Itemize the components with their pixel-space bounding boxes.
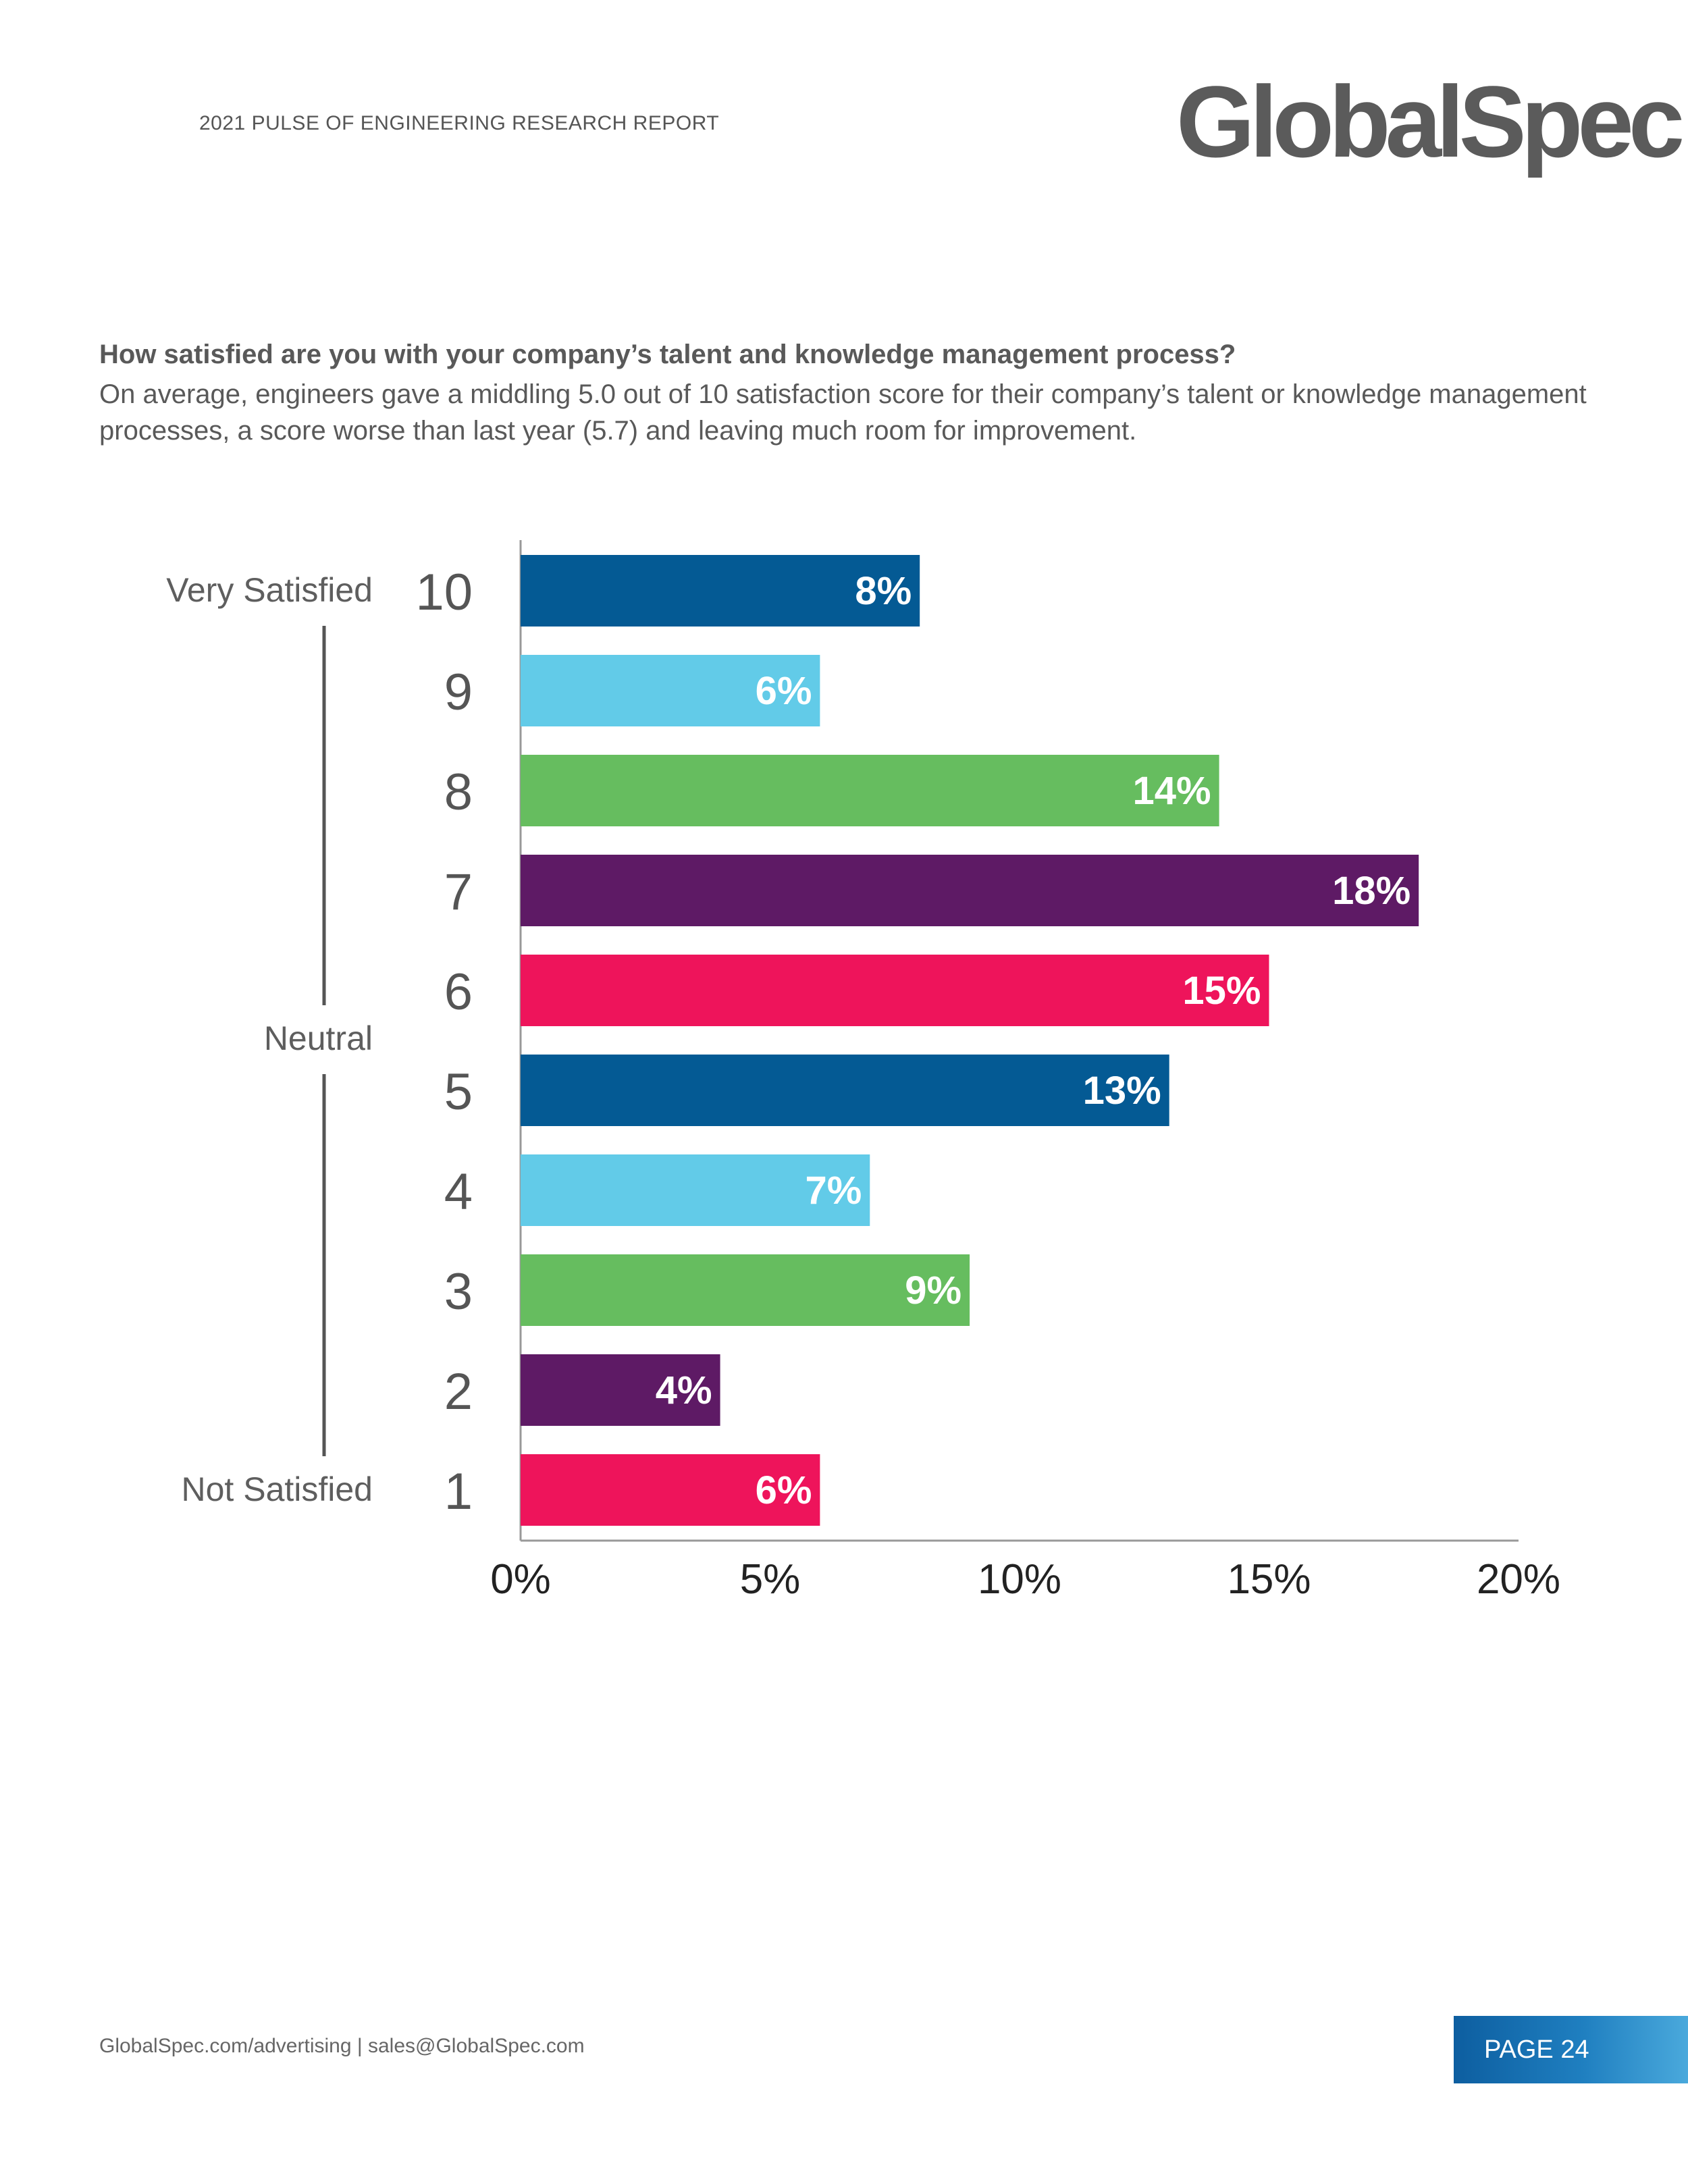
x-tick-label: 10% xyxy=(978,1556,1061,1603)
bar-score-7 xyxy=(521,855,1419,926)
globalspec-logo: GlobalSpec xyxy=(1176,65,1685,178)
bar-score-10 xyxy=(521,555,920,627)
bar-value-label: 14% xyxy=(1133,769,1211,813)
bar-value-label: 8% xyxy=(855,569,912,613)
x-tick-label: 0% xyxy=(490,1556,551,1603)
category-label: 9 xyxy=(444,664,473,721)
bar-score-8 xyxy=(521,755,1219,826)
bar-score-1 xyxy=(521,1454,820,1526)
report-title: 2021 PULSE OF ENGINEERING RESEARCH REPOR… xyxy=(199,112,720,134)
satisfaction-bar-chart: 8%106%914%818%715%613%57%49%34%26%10% 5% 1… xyxy=(166,540,1560,1603)
scale-label-top: Very Satisfied xyxy=(166,571,373,609)
bar-score-9 xyxy=(521,655,820,726)
category-label: 1 xyxy=(444,1463,473,1520)
category-label: 5 xyxy=(444,1063,473,1121)
chart-description: On average, engineers gave a middling 5.… xyxy=(99,379,1587,446)
bar-value-label: 6% xyxy=(756,1468,812,1512)
bar-value-label: 9% xyxy=(905,1269,961,1312)
footer-links[interactable]: GlobalSpec.com/advertising | sales@Globa… xyxy=(99,2035,585,2057)
bar-score-4 xyxy=(521,1154,870,1226)
bar-value-label: 15% xyxy=(1182,969,1261,1013)
category-label: 7 xyxy=(444,863,473,921)
category-label: 2 xyxy=(444,1363,473,1420)
scale-label-bottom: Not Satisfied xyxy=(182,1470,373,1508)
chart-question: How satisfied are you with your company’… xyxy=(99,340,1236,369)
bar-value-label: 4% xyxy=(656,1368,712,1412)
category-label: 3 xyxy=(444,1263,473,1321)
bar-score-6 xyxy=(521,955,1269,1026)
category-label: 6 xyxy=(444,963,473,1021)
page-number-badge: PAGE 24 xyxy=(1454,2016,1688,2083)
bar-score-3 xyxy=(521,1254,970,1326)
x-tick-label: 15% xyxy=(1227,1556,1311,1603)
category-label: 8 xyxy=(444,764,473,821)
bar-value-label: 7% xyxy=(805,1169,862,1213)
bar-value-label: 18% xyxy=(1332,869,1410,913)
bar-value-label: 13% xyxy=(1083,1069,1161,1113)
x-tick-label: 5% xyxy=(740,1556,801,1603)
category-label: 10 xyxy=(415,564,473,621)
bar-score-2 xyxy=(521,1354,720,1426)
category-label: 4 xyxy=(444,1163,473,1221)
scale-label-middle: Neutral xyxy=(264,1019,373,1057)
bar-score-5 xyxy=(521,1055,1169,1126)
bar-value-label: 6% xyxy=(756,669,812,713)
x-tick-label: 20% xyxy=(1477,1556,1560,1603)
